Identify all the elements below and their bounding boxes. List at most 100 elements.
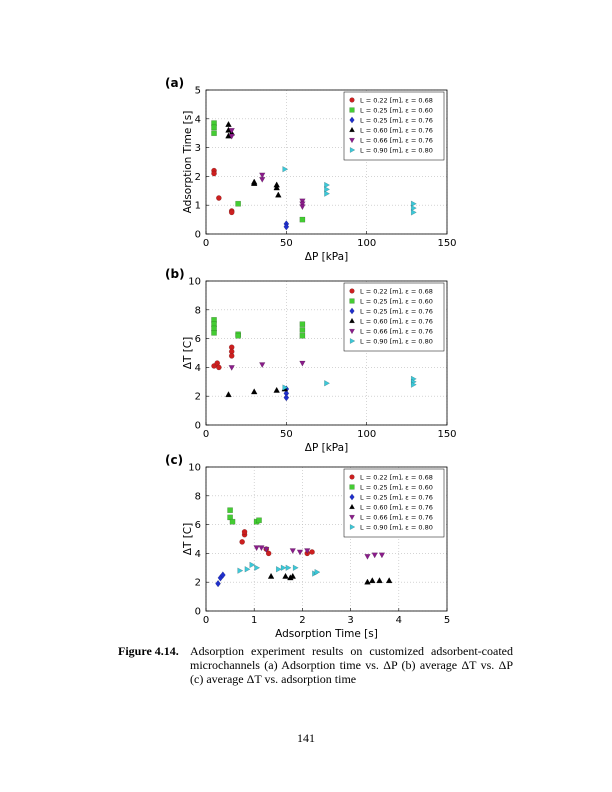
legend-marker — [349, 328, 355, 335]
data-point — [211, 330, 217, 336]
y-tick-label: 2 — [195, 172, 201, 183]
axes-frame — [205, 466, 448, 612]
data-point — [228, 348, 235, 355]
legend-label: L = 0.25 [m], ε = 0.60 — [360, 298, 433, 306]
data-point — [376, 577, 383, 584]
data-point — [265, 550, 272, 557]
data-point — [275, 191, 282, 198]
data-point — [239, 539, 245, 545]
data-point — [267, 572, 275, 579]
data-point — [211, 124, 217, 131]
x-tick-label: 1 — [251, 615, 257, 626]
x-tick-label: 5 — [444, 615, 450, 626]
data-point — [283, 393, 290, 402]
data-point — [299, 360, 306, 367]
y-tick-label: 6 — [195, 334, 201, 345]
axes-frame — [205, 89, 448, 235]
y-tick-label: 2 — [195, 578, 201, 589]
legend-marker — [349, 307, 355, 315]
data-point — [283, 223, 290, 231]
data-point — [211, 130, 217, 136]
data-point — [410, 204, 417, 212]
panel-label: (b) — [165, 267, 185, 281]
data-point — [225, 121, 232, 127]
data-point — [324, 190, 331, 197]
panel-label: (c) — [165, 453, 183, 467]
data-point — [299, 198, 306, 205]
legend-label: L = 0.22 [m], ε = 0.68 — [360, 474, 433, 482]
y-tick-label: 0 — [195, 230, 201, 241]
legend-marker — [349, 484, 355, 490]
legend-label: L = 0.60 [m], ε = 0.76 — [360, 318, 433, 326]
data-point — [282, 572, 289, 579]
x-tick-label: 0 — [203, 615, 209, 626]
x-tick-label: 3 — [347, 615, 353, 626]
data-point — [256, 517, 262, 524]
data-point — [324, 380, 331, 387]
data-point — [324, 181, 331, 189]
legend-label: L = 0.90 [m], ε = 0.80 — [360, 524, 433, 532]
legend-label: L = 0.90 [m], ε = 0.80 — [360, 338, 433, 346]
x-tick-label: 0 — [203, 238, 209, 249]
legend-marker — [349, 107, 355, 113]
data-point — [273, 386, 280, 393]
y-tick-label: 1 — [195, 201, 201, 212]
legend-marker — [349, 97, 355, 103]
data-point — [282, 166, 289, 173]
data-point — [251, 388, 258, 395]
legend-label: L = 0.90 [m], ε = 0.80 — [360, 147, 433, 155]
y-tick-label: 8 — [195, 491, 201, 502]
data-point — [251, 180, 258, 186]
legend-marker — [349, 116, 355, 124]
x-tick-label: 150 — [437, 238, 456, 249]
data-point — [276, 566, 282, 573]
y-tick-label: 0 — [195, 607, 201, 618]
x-tick-label: 100 — [357, 238, 376, 249]
y-tick-label: 10 — [188, 463, 201, 474]
caption-text: Adsorption experiment results on customi… — [190, 644, 513, 686]
data-point — [211, 170, 217, 177]
data-point — [259, 362, 266, 369]
legend-label: L = 0.25 [m], ε = 0.76 — [360, 308, 433, 316]
data-point — [228, 133, 235, 140]
legend-marker — [349, 524, 356, 530]
legend-label: L = 0.60 [m], ε = 0.76 — [360, 127, 433, 135]
data-point — [249, 561, 256, 569]
data-point — [216, 195, 222, 201]
data-point — [296, 549, 304, 556]
y-tick-label: 5 — [195, 86, 201, 97]
data-point — [410, 209, 417, 216]
data-point — [304, 548, 311, 555]
data-point — [225, 391, 232, 398]
data-point — [299, 332, 306, 339]
y-axis-label: ΔT [C] — [182, 523, 194, 555]
data-point — [280, 564, 287, 571]
legend-label: L = 0.22 [m], ε = 0.68 — [360, 97, 433, 105]
data-point — [228, 365, 235, 371]
y-tick-label: 0 — [195, 421, 201, 432]
x-axis-label: ΔP [kPa] — [305, 251, 348, 263]
data-point — [237, 567, 244, 574]
legend-marker — [349, 493, 355, 501]
legend-marker — [349, 503, 355, 510]
data-point — [314, 568, 321, 576]
data-point — [258, 545, 265, 552]
y-tick-label: 4 — [195, 549, 201, 560]
data-point — [410, 200, 417, 207]
y-tick-label: 10 — [188, 277, 201, 288]
legend-label: L = 0.60 [m], ε = 0.76 — [360, 504, 433, 512]
legend-label: L = 0.25 [m], ε = 0.76 — [360, 117, 433, 125]
data-point — [299, 201, 306, 208]
data-point — [216, 364, 222, 371]
legend-box — [343, 468, 445, 538]
data-point — [254, 564, 261, 571]
y-tick-label: 4 — [195, 114, 201, 125]
data-point — [285, 564, 292, 571]
legend-marker — [349, 288, 355, 294]
page-number: 141 — [297, 731, 315, 745]
caption: Figure 4.14. Adsorption experiment resul… — [118, 644, 513, 686]
legend-label: L = 0.66 [m], ε = 0.76 — [360, 514, 433, 522]
data-point — [292, 564, 299, 571]
